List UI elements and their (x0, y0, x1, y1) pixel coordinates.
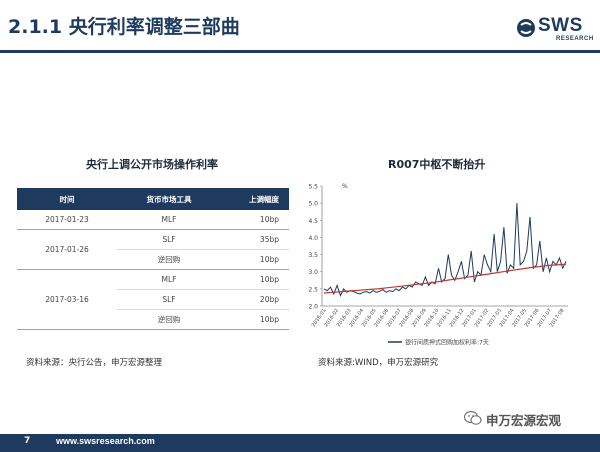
cell-bp: 10bp (221, 249, 289, 270)
series-line-r007 (323, 203, 567, 298)
table-row: SLF 20bp (17, 289, 289, 310)
wechat-label: 申万宏源宏观 (486, 413, 562, 428)
table-row: 逆回购 10bp (17, 249, 289, 270)
sws-logo-icon (517, 19, 535, 37)
header-change: 上调幅度 (221, 188, 289, 210)
wechat-icon (464, 410, 482, 425)
y-tick-label: 3.5 (308, 252, 318, 259)
y-tick-label: 4.5 (308, 218, 318, 225)
page-title: 2.1.1 央行利率调整三部曲 (8, 16, 240, 38)
table-row: 2017-01-23 MLF 10bp (17, 210, 289, 230)
legend-label: 银行间质押式回购加权利率:7天 (405, 339, 489, 347)
header-tool: 货币市场工具 (117, 188, 221, 210)
r007-chart: 2.02.53.03.54.04.55.05.5 %2016-012016-022… (308, 183, 568, 347)
cell-bp: 35bp (221, 229, 289, 250)
cell-bp: 10bp (221, 309, 289, 330)
chart-source: 资料来源:WIND，申万宏源研究 (318, 358, 439, 368)
cell-tool: 逆回购 (117, 309, 221, 330)
cell-bp: 20bp (221, 289, 289, 310)
y-tick-label: 2.5 (308, 286, 318, 293)
y-tick-label: 5.5 (308, 184, 318, 191)
table-row: 逆回购 10bp (17, 309, 289, 330)
logo-text: SWS (538, 15, 583, 36)
cell-date: 2017-01-23 (17, 210, 117, 230)
cell-bp: 10bp (221, 269, 289, 290)
y-tick-label: 3.0 (308, 269, 318, 276)
footer-link[interactable]: www.swsresearch.com (56, 436, 155, 446)
table-row: 2017-01-26 SLF 35bp (17, 229, 289, 270)
series-line-trend (323, 263, 567, 294)
table-title: 央行上调公开市场操作利率 (86, 158, 218, 171)
rate-table: 时间 货币市场工具 上调幅度 2017-01-23 MLF 10bp 2017-… (17, 188, 289, 330)
y-tick-label: 5.0 (308, 201, 318, 208)
cell-date: 2017-03-16 (17, 269, 117, 330)
logo: SWS RESEARCH (516, 14, 594, 46)
table-header-row: 时间 货币市场工具 上调幅度 (17, 188, 289, 210)
y-axis-unit: % (342, 183, 348, 190)
chart-title: R007中枢不断抬升 (388, 158, 486, 171)
cell-tool: SLF (117, 229, 221, 250)
y-tick-label: 2.0 (308, 304, 318, 311)
logo-sub: RESEARCH (556, 36, 594, 42)
title-rule (0, 50, 600, 53)
cell-bp: 10bp (221, 210, 289, 230)
footer-bar: 7 www.swsresearch.com (0, 434, 600, 452)
table-row: 2017-03-16 MLF 10bp (17, 269, 289, 330)
page-number: 7 (24, 436, 31, 446)
cell-date: 2017-01-26 (17, 229, 117, 270)
wechat-badge: 申万宏源宏观 (464, 408, 594, 430)
cell-tool: MLF (117, 210, 221, 230)
header-time: 时间 (17, 188, 117, 210)
cell-tool: SLF (117, 289, 221, 310)
table-source: 资料来源：央行公告，申万宏源整理 (26, 358, 163, 368)
cell-tool: 逆回购 (117, 249, 221, 270)
cell-tool: MLF (117, 269, 221, 290)
y-tick-label: 4.0 (308, 235, 318, 242)
